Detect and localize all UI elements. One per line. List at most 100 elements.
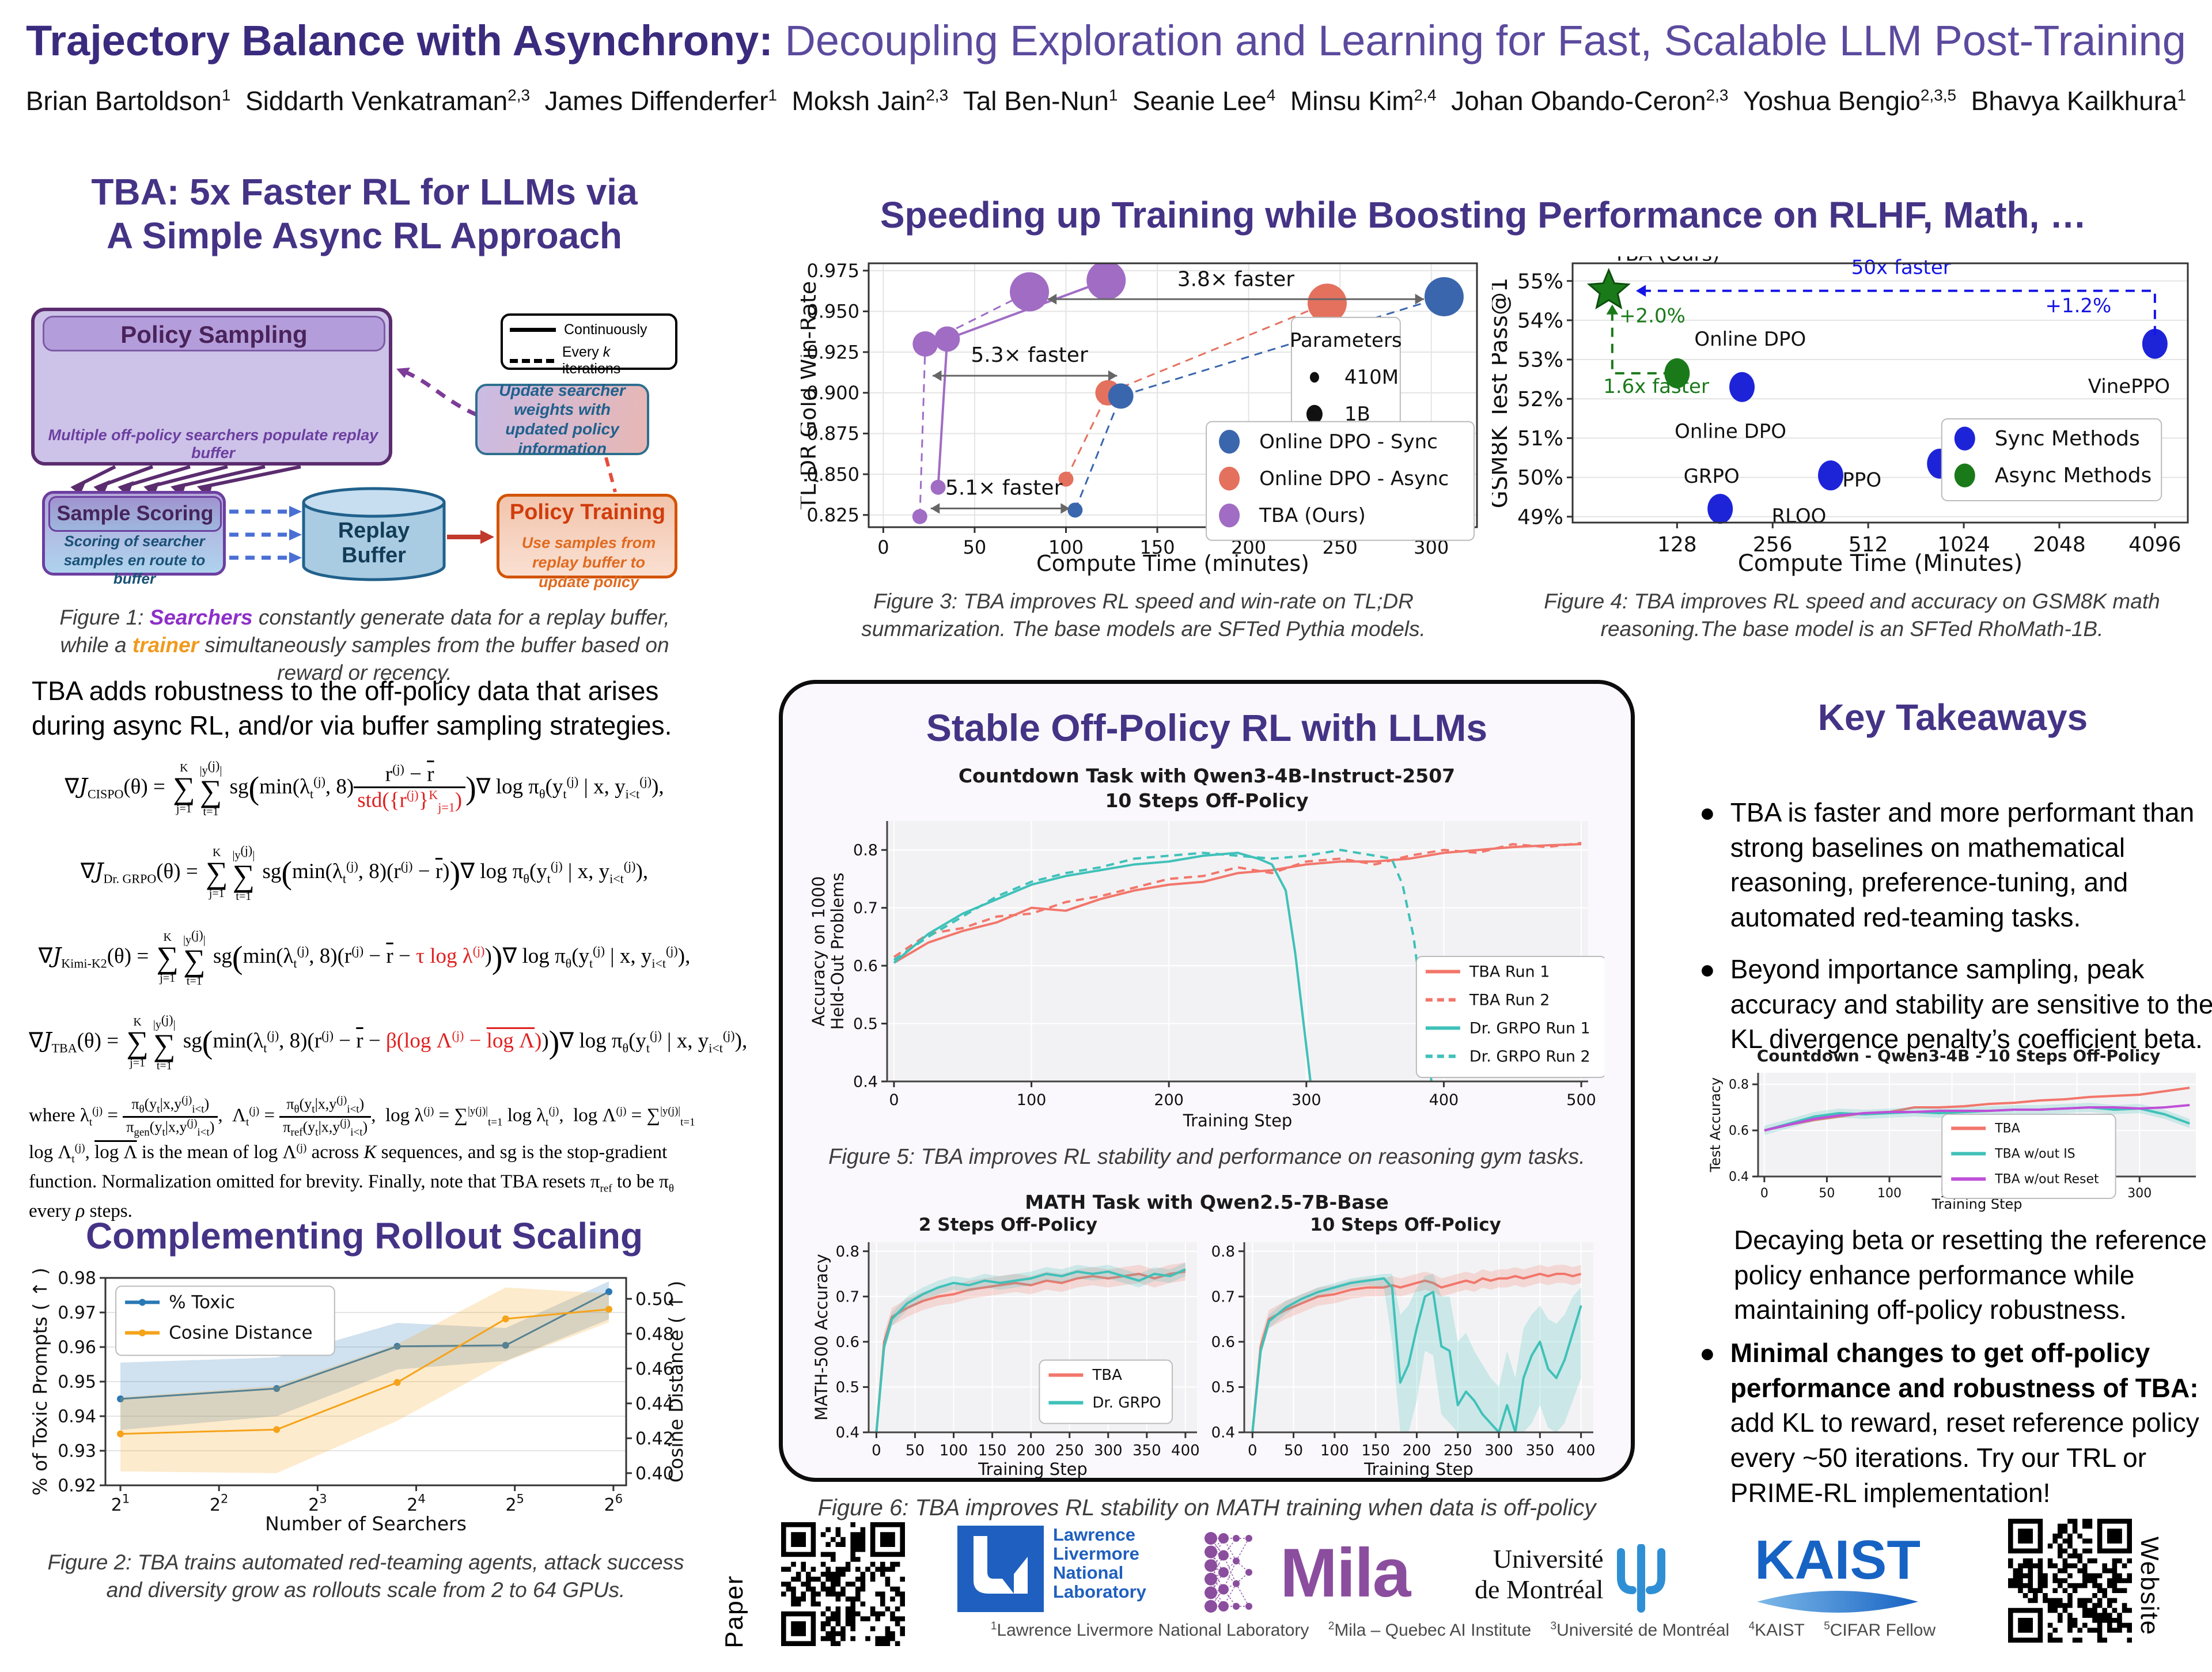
svg-text:55%: 55% bbox=[1517, 270, 1563, 293]
svg-text:400: 400 bbox=[1567, 1442, 1596, 1459]
poster-title-bold: Trajectory Balance with Asynchrony: bbox=[26, 17, 773, 65]
svg-text:0.950: 0.950 bbox=[806, 301, 859, 323]
svg-text:PPO: PPO bbox=[1842, 469, 1881, 492]
svg-text:0.46: 0.46 bbox=[635, 1359, 674, 1379]
section-title-tba-5x: TBA: 5x Faster RL for LLMs via A Simple … bbox=[91, 171, 638, 256]
mila-logo: Mila bbox=[1203, 1528, 1411, 1617]
svg-text:+1.2%: +1.2% bbox=[2045, 294, 2111, 317]
svg-text:250: 250 bbox=[1444, 1442, 1472, 1459]
svg-text:0.8: 0.8 bbox=[836, 1243, 859, 1261]
svg-text:TBA Run 2: TBA Run 2 bbox=[1469, 991, 1550, 1009]
figure4-chart: TBA (Ours) Online DPO Online DPO GRPO RLOO PP… bbox=[1492, 256, 2189, 577]
sample-scoring-header: Sample Scoring bbox=[48, 496, 222, 532]
svg-text:0.5: 0.5 bbox=[1211, 1379, 1235, 1397]
figure6-left-title: 2 Steps Off-Policy bbox=[918, 1215, 1098, 1236]
svg-text:GRPO: GRPO bbox=[1684, 465, 1740, 488]
bullet-icon: ● bbox=[1699, 1338, 1715, 1368]
svg-text:0.40: 0.40 bbox=[635, 1463, 674, 1484]
poster-title: Trajectory Balance with Asynchrony: Deco… bbox=[23, 16, 2189, 65]
figure5-chart: 0 100 200 300 400 500 0.4 0.5 0.6 0.7 0.8 Training … bbox=[809, 821, 1607, 1130]
svg-text:TBA: TBA bbox=[1092, 1367, 1122, 1384]
svg-text:4096: 4096 bbox=[2128, 533, 2181, 557]
sample-scoring-body: Scoring of searcher samples en route to … bbox=[63, 532, 206, 587]
figure1-caption: Figure 1: Searchers constantly generate … bbox=[59, 606, 670, 685]
diagram-legend: Continuously Every k iterations bbox=[501, 313, 677, 377]
svg-text:0.92: 0.92 bbox=[58, 1476, 96, 1496]
buffer-to-training-arrow bbox=[447, 530, 494, 544]
policy-training-body: Use samples from replay buffer to update… bbox=[521, 534, 656, 591]
website-qr-code bbox=[2008, 1519, 2132, 1643]
svg-text:0.975: 0.975 bbox=[806, 260, 859, 282]
svg-text:50%: 50% bbox=[1517, 466, 1563, 490]
udem-logo-icon bbox=[1616, 1544, 1665, 1613]
svg-text:200: 200 bbox=[1154, 1091, 1184, 1109]
svg-text:350: 350 bbox=[1132, 1442, 1161, 1459]
svg-text:0.7: 0.7 bbox=[853, 899, 878, 917]
svg-text:21: 21 bbox=[111, 1492, 130, 1516]
svg-text:GSM8K Test Pass@1: GSM8K Test Pass@1 bbox=[1492, 278, 1513, 509]
svg-text:0.42: 0.42 bbox=[635, 1429, 674, 1449]
figure6-caption: Figure 6: TBA improves RL stability on M… bbox=[817, 1495, 1596, 1521]
udem-logo: Université de Montréal bbox=[1475, 1544, 1673, 1613]
svg-text:250: 250 bbox=[1055, 1442, 1084, 1459]
svg-text:Parameters: Parameters bbox=[1290, 329, 1402, 352]
svg-text:Cosine Distance ( ↑ ): Cosine Distance ( ↑ ) bbox=[665, 1281, 687, 1482]
svg-text:0.8: 0.8 bbox=[1729, 1078, 1749, 1092]
svg-text:Number of Searchers: Number of Searchers bbox=[265, 1512, 467, 1535]
kaist-logo-text: KAIST bbox=[1755, 1529, 1921, 1591]
svg-text:0: 0 bbox=[1760, 1186, 1768, 1201]
svg-text:Test Accuracy: Test Accuracy bbox=[1707, 1077, 1724, 1172]
takeaway-bullet-1: ● TBA is faster and more performant than… bbox=[1699, 795, 2212, 935]
figure6-left-chart: 0 50 100 150 200 250 300 350 400 0.4 0.5 0.6 0.7 0.8 T… bbox=[812, 1242, 1200, 1479]
policy-sampling-box: Policy Sampling Multiple off-policy sear… bbox=[31, 308, 392, 466]
stable-offpolicy-panel: Stable Off-Policy RL with LLMs Countdown… bbox=[779, 680, 1635, 1520]
figure2-caption: Figure 2: TBA trains automated red-teami… bbox=[47, 1550, 684, 1602]
scoring-arrowheads bbox=[289, 506, 302, 563]
svg-text:50: 50 bbox=[906, 1442, 925, 1459]
svg-text:100: 100 bbox=[940, 1442, 968, 1459]
svg-text:26: 26 bbox=[604, 1492, 623, 1516]
svg-text:0.96: 0.96 bbox=[58, 1338, 96, 1358]
svg-text:150: 150 bbox=[1361, 1442, 1390, 1459]
svg-text:410M: 410M bbox=[1344, 366, 1399, 389]
svg-text:0.93: 0.93 bbox=[58, 1442, 96, 1462]
svg-text:300: 300 bbox=[1484, 1442, 1513, 1459]
svg-text:TBA (Ours): TBA (Ours) bbox=[1613, 256, 1720, 266]
replay-buffer-cylinder bbox=[302, 487, 446, 581]
svg-text:Compute Time (Minutes): Compute Time (Minutes) bbox=[1738, 550, 2022, 577]
figure3-caption: Figure 3: TBA improves RL speed and win-… bbox=[861, 589, 1426, 641]
svg-text:0.7: 0.7 bbox=[836, 1289, 859, 1306]
svg-text:50: 50 bbox=[1284, 1442, 1303, 1459]
section-title-speedup: Speeding up Training while Boosting Perf… bbox=[880, 194, 2087, 236]
svg-text:TBA: TBA bbox=[1994, 1122, 2020, 1136]
svg-text:Training Step: Training Step bbox=[1183, 1111, 1293, 1130]
svg-text:VinePPO: VinePPO bbox=[2088, 375, 2170, 398]
svg-text:100: 100 bbox=[1017, 1091, 1047, 1109]
svg-text:150: 150 bbox=[1140, 536, 1175, 558]
kaist-logo: KAIST bbox=[1751, 1533, 1924, 1618]
figure5-title-line1: Countdown Task with Qwen3-4B-Instruct-25… bbox=[958, 765, 1456, 787]
mila-logo-icon bbox=[1205, 1532, 1252, 1613]
svg-text:0.4: 0.4 bbox=[853, 1073, 878, 1091]
svg-text:400: 400 bbox=[1429, 1091, 1459, 1109]
figure7-title: Countdown - Qwen3-4B - 10 Steps Off-Poli… bbox=[1756, 1046, 2161, 1065]
svg-text:0.44: 0.44 bbox=[635, 1394, 674, 1414]
policy-sampling-caption: Multiple off-policy searchers populate r… bbox=[48, 426, 378, 461]
svg-text:100: 100 bbox=[1877, 1186, 1902, 1201]
udem-logo-text: Université de Montréal bbox=[1475, 1544, 1604, 1604]
svg-text:Online DPO: Online DPO bbox=[1694, 328, 1806, 351]
svg-text:Training Step: Training Step bbox=[978, 1459, 1088, 1479]
svg-text:TBA w/out Reset: TBA w/out Reset bbox=[1994, 1172, 2099, 1187]
update-to-sampling-arrow bbox=[396, 368, 478, 417]
svg-text:TBA w/out IS: TBA w/out IS bbox=[1994, 1147, 2075, 1162]
svg-text:0.4: 0.4 bbox=[1211, 1424, 1235, 1442]
figure2-chart: 21 22 23 24 25 26 0.92 0.93 0.94 0.95 0.96 0.97 0.98… bbox=[32, 1268, 687, 1535]
svg-text:22: 22 bbox=[210, 1492, 228, 1516]
svg-text:0: 0 bbox=[889, 1091, 899, 1109]
poster-title-rest: Decoupling Exploration and Learning for … bbox=[772, 17, 2186, 65]
equation-kimi-k2: ∇JKimi-K2(θ) = K ∑ j=1 |y(j)| ∑ t=1 sg(min(λt… bbox=[38, 927, 691, 988]
figure1-arrows-layer bbox=[52, 345, 617, 581]
svg-text:51%: 51% bbox=[1517, 427, 1563, 451]
svg-text:5.1× faster: 5.1× faster bbox=[945, 476, 1063, 500]
paper-qr-code bbox=[781, 1522, 905, 1646]
